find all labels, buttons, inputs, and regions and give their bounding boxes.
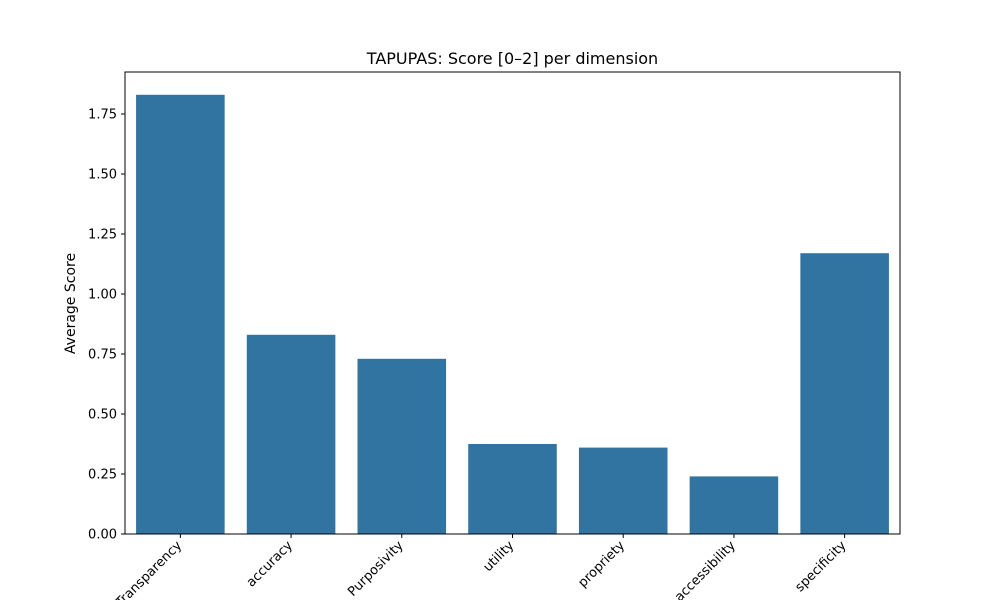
bar-6 <box>800 253 889 534</box>
x-tick-label: accuracy <box>244 538 296 590</box>
y-tick-label: 0.00 <box>88 528 117 543</box>
y-tick-label: 0.25 <box>88 468 117 483</box>
bar-1 <box>246 334 336 534</box>
bars-group <box>136 94 889 535</box>
bar-4 <box>578 447 668 534</box>
y-tick-label: 0.75 <box>88 348 117 363</box>
plot-frame <box>124 71 901 535</box>
x-tick-label: Transparency <box>113 538 186 600</box>
x-tick-label: Purposivity <box>345 538 407 600</box>
y-tick-label: 1.00 <box>88 288 117 303</box>
y-tick-label: 0.50 <box>88 408 117 423</box>
x-tick-label: propriety <box>576 538 629 591</box>
bar-2 <box>357 358 447 534</box>
x-tick-label: utility <box>481 538 518 575</box>
chart-title: TAPUPAS: Score [0–2] per dimension <box>366 49 658 68</box>
x-tick-label: accessibility <box>672 538 739 600</box>
bar-3 <box>468 444 557 534</box>
bar-5 <box>689 476 779 534</box>
x-tick-label: specificity <box>793 538 850 595</box>
bar-0 <box>136 94 225 535</box>
y-tick-label: 1.25 <box>88 228 117 243</box>
y-axis-ticks: 0.00 0.25 0.50 0.75 1.00 1.25 1.50 1.75 <box>88 108 125 543</box>
x-axis-ticks: Transparency accuracy Purposivity utility pr… <box>113 534 850 600</box>
y-axis-label: Average Score <box>63 253 79 354</box>
y-tick-label: 1.75 <box>88 108 117 123</box>
y-tick-label: 1.50 <box>88 168 117 183</box>
